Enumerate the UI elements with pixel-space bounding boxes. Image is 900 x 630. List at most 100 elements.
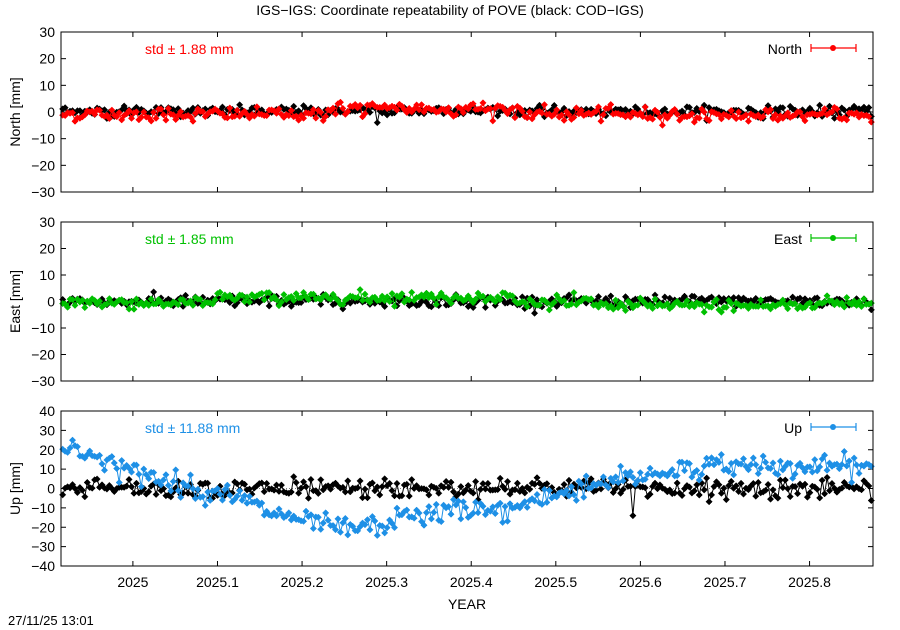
- north-reference-point: [61, 104, 69, 112]
- up-reference-point: [685, 483, 693, 491]
- up-up-point: [64, 448, 72, 456]
- up-up-point: [324, 516, 332, 524]
- east-east-point: [408, 288, 416, 296]
- up-reference-point: [494, 486, 502, 494]
- up-up-point: [437, 518, 445, 526]
- up-up-point: [226, 491, 234, 499]
- up-up-point: [285, 509, 293, 517]
- north-north-point: [821, 105, 829, 113]
- east-east-point: [86, 299, 94, 307]
- up-reference-point: [442, 477, 450, 486]
- up-reference-point: [717, 489, 725, 497]
- up-up-point: [707, 454, 716, 462]
- east-east-point: [366, 298, 374, 306]
- up-reference-point: [737, 479, 745, 487]
- up-reference-point: [361, 485, 369, 493]
- up-up-point: [739, 455, 748, 463]
- north-north-point: [417, 101, 426, 109]
- north-north-point: [233, 106, 241, 114]
- north-north-point: [518, 107, 526, 115]
- up-up-point: [747, 461, 755, 469]
- east-reference-point: [789, 293, 797, 301]
- up-up-point: [693, 466, 701, 474]
- north-north-point: [553, 106, 561, 114]
- east-east-point: [354, 293, 362, 302]
- north-north-point: [671, 105, 679, 113]
- up-reference-point: [526, 485, 534, 493]
- east-east-point: [634, 301, 642, 309]
- up-up-point: [762, 458, 770, 466]
- up-up-point: [86, 447, 94, 455]
- up-up-point: [241, 492, 249, 500]
- east-reference-point: [607, 292, 615, 300]
- north-north-point: [125, 107, 133, 115]
- up-reference-point: [533, 474, 541, 482]
- up-reference-point: [722, 496, 730, 504]
- east-east-point: [378, 292, 386, 300]
- up-up-point: [98, 460, 106, 468]
- north-north-point: [152, 114, 160, 122]
- up-reference-point: [612, 485, 620, 493]
- up-xtick-label: 2025.4: [450, 574, 493, 590]
- up-up-point: [636, 469, 644, 477]
- up-reference-point: [587, 475, 595, 483]
- up-reference-point: [818, 476, 826, 484]
- up-up-point: [194, 485, 202, 493]
- east-east-point: [388, 289, 396, 298]
- north-ytick-label: 0: [47, 104, 55, 120]
- north-north-point: [479, 99, 487, 107]
- up-xtick-label: 2025.2: [281, 574, 324, 590]
- north-north-point: [572, 104, 580, 112]
- north-north-point: [727, 106, 735, 115]
- east-east-point: [78, 296, 86, 304]
- up-reference-point: [408, 476, 416, 484]
- up-reference-point: [838, 484, 846, 492]
- east-east-point: [130, 305, 138, 313]
- east-east-point: [356, 286, 364, 294]
- east-east-point: [211, 296, 219, 304]
- up-reference-point: [479, 480, 487, 488]
- north-reference-point: [236, 101, 244, 109]
- east-east-point: [508, 292, 517, 300]
- up-up-point: [366, 526, 374, 534]
- north-north-point: [105, 114, 113, 123]
- east-east-point: [479, 292, 487, 300]
- up-up-point: [678, 458, 686, 466]
- up-up-point: [543, 498, 551, 506]
- up-up-point: [786, 459, 794, 468]
- east-east-point: [245, 298, 254, 306]
- north-north-point: [287, 106, 295, 115]
- up-up-point: [177, 493, 185, 501]
- north-north-point: [319, 117, 327, 125]
- east-east-point: [243, 293, 251, 301]
- up-reference-point: [344, 477, 352, 485]
- up-reference-point: [703, 474, 711, 482]
- east-east-point: [339, 300, 347, 309]
- up-up-point: [371, 517, 379, 525]
- north-north-point: [115, 109, 123, 117]
- up-up-point: [213, 485, 222, 493]
- up-up-point: [145, 475, 153, 483]
- north-north-point: [226, 104, 234, 112]
- east-east-point: [304, 296, 313, 304]
- north-std-label: std ± 1.88 mm: [145, 41, 234, 57]
- east-east-point: [196, 295, 204, 303]
- up-reference-point: [769, 486, 777, 494]
- up-up-point: [135, 470, 143, 478]
- east-std-label: std ± 1.85 mm: [145, 231, 234, 247]
- up-reference-point: [403, 480, 411, 488]
- up-up-point: [533, 490, 541, 499]
- up-reference-point: [857, 486, 866, 494]
- east-reference-point: [339, 305, 347, 313]
- north-north-point: [189, 117, 197, 125]
- up-up-point: [587, 484, 595, 492]
- north-north-point: [705, 116, 713, 125]
- up-up-point: [108, 452, 116, 461]
- up-up-point: [821, 451, 829, 459]
- up-reference-point: [784, 485, 792, 493]
- north-north-point: [309, 106, 317, 114]
- up-up-point: [774, 471, 782, 479]
- up-up-point: [430, 508, 438, 516]
- up-up-point: [245, 492, 254, 500]
